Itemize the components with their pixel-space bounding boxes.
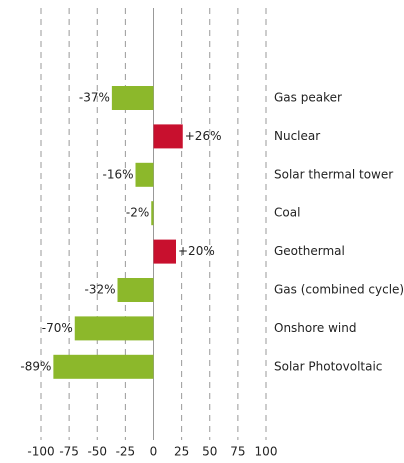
x-tick-label: 25 — [174, 445, 189, 459]
x-tick-label: 0 — [150, 445, 158, 459]
value-label: -2% — [126, 206, 149, 220]
category-label: Solar thermal tower — [274, 167, 393, 181]
value-label: -37% — [79, 91, 110, 105]
value-label: -89% — [20, 359, 51, 373]
x-tick-label: -25 — [116, 445, 136, 459]
x-tick-label: -75 — [59, 445, 79, 459]
x-tick-label: -100 — [27, 445, 54, 459]
category-label: Coal — [274, 206, 300, 220]
bar — [117, 278, 154, 302]
category-label: Gas peaker — [274, 91, 342, 105]
x-tick-label: 75 — [230, 445, 245, 459]
category-label: Gas (combined cycle) — [274, 283, 404, 297]
bar — [151, 201, 154, 226]
bar — [153, 239, 176, 264]
value-label: +26% — [185, 129, 222, 143]
value-label: -32% — [84, 283, 115, 297]
x-tick-label: 50 — [202, 445, 217, 459]
value-label: -70% — [42, 321, 73, 335]
category-label: Solar Photovoltaic — [274, 359, 382, 373]
category-label: Nuclear — [274, 129, 320, 143]
bar — [135, 162, 154, 187]
category-label: Onshore wind — [274, 321, 357, 335]
category-label: Geothermal — [274, 244, 345, 258]
bar — [53, 354, 154, 379]
x-tick-label: 100 — [255, 445, 278, 459]
bar — [74, 316, 154, 341]
bar — [111, 86, 154, 110]
bar — [153, 124, 183, 149]
value-label: -16% — [102, 167, 133, 181]
x-tick-label: -50 — [87, 445, 107, 459]
value-label: +20% — [178, 244, 215, 258]
